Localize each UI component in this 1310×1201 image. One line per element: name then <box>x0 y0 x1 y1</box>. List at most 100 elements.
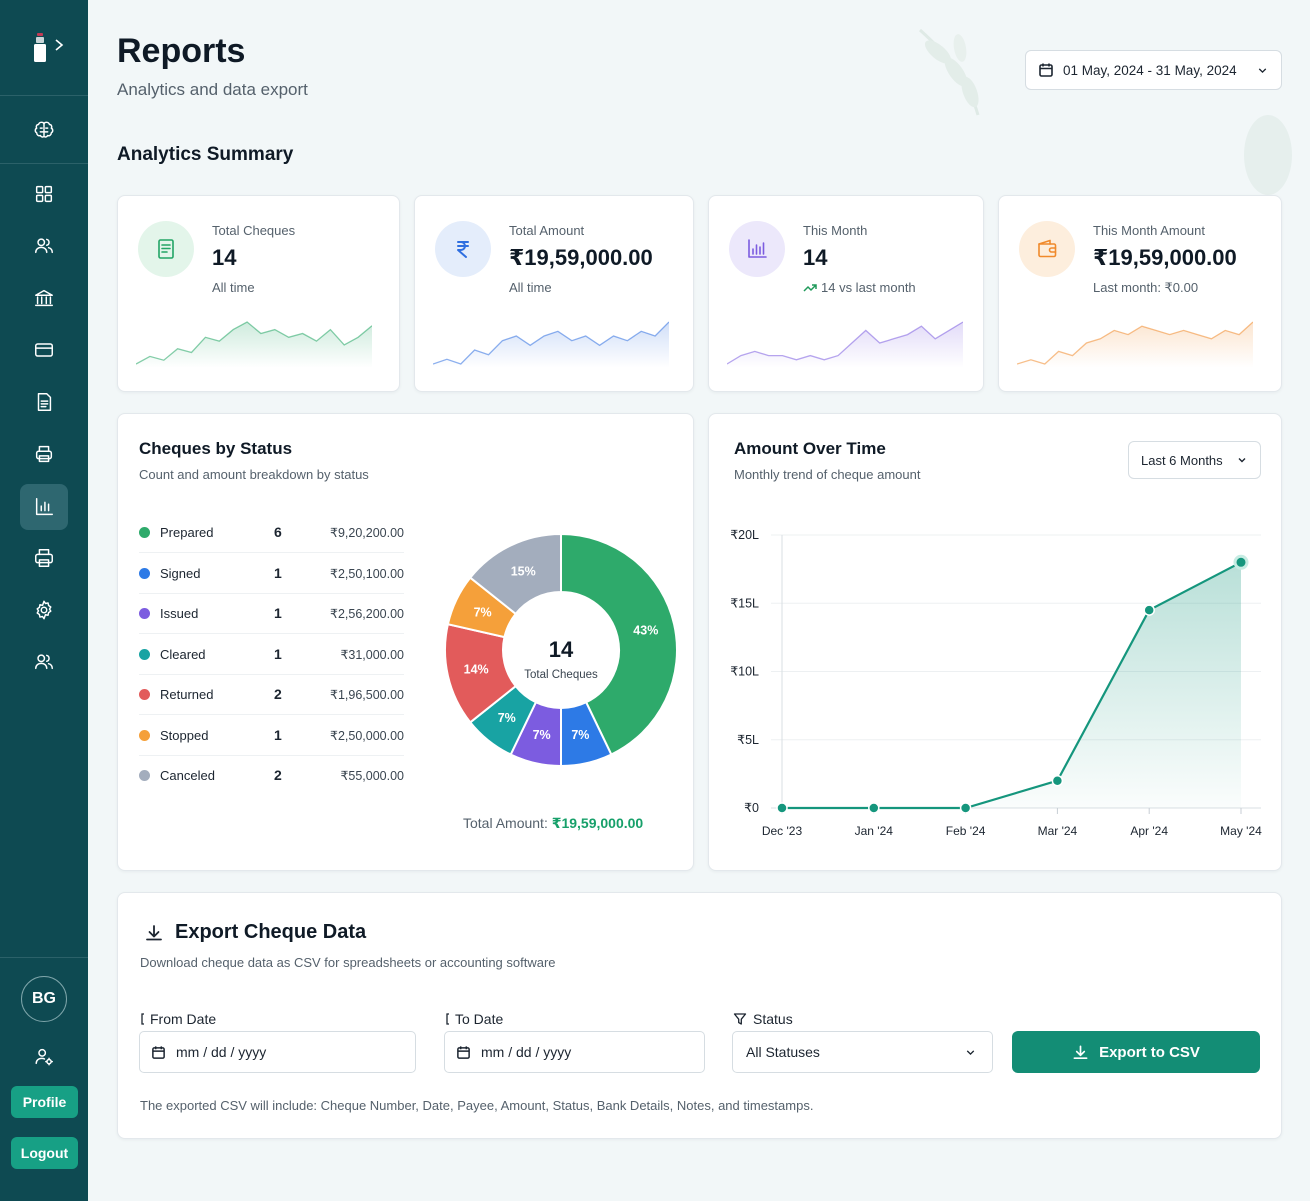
donut-center-value: 14 <box>549 637 574 662</box>
amount-area <box>782 562 1241 808</box>
leaf-decoration <box>1244 115 1292 195</box>
status-row-stopped: Stopped 1 ₹2,50,000.00 <box>139 716 404 756</box>
date-range-picker[interactable]: 01 May, 2024 - 31 May, 2024 <box>1025 50 1282 90</box>
export-heading: Export Cheque Data <box>144 921 366 944</box>
donut-slice-label: 43% <box>633 624 658 638</box>
sparkline-area <box>433 322 669 368</box>
status-name: Prepared <box>160 525 214 540</box>
download-icon <box>1073 1045 1088 1059</box>
status-amount: ₹2,50,100.00 <box>330 567 404 581</box>
status-name: Signed <box>160 566 201 581</box>
status-dot <box>139 568 150 579</box>
status-name: Issued <box>160 606 199 621</box>
sidebar-item-dashboard[interactable] <box>20 171 68 217</box>
status-name: Returned <box>160 687 214 702</box>
y-tick-label: ₹10L <box>730 665 759 679</box>
sidebar-item-print-queue[interactable] <box>20 431 68 477</box>
from-date-input[interactable]: mm / dd / yyyy <box>139 1031 416 1073</box>
sidebar-item-team[interactable] <box>20 639 68 685</box>
stat-card-total-cheques: Total Cheques 14 All time <box>117 195 400 392</box>
x-tick-label: Apr '24 <box>1130 824 1168 838</box>
user-gear-icon <box>35 1048 53 1066</box>
amount-over-time-panel: Amount Over Time Monthly trend of cheque… <box>708 413 1282 871</box>
bank-icon <box>35 289 53 307</box>
to-date-placeholder: mm / dd / yyyy <box>481 1044 572 1060</box>
status-row-cleared: Cleared 1 ₹31,000.00 <box>139 635 404 675</box>
sidebar-divider <box>0 957 88 958</box>
to-date-input[interactable]: mm / dd / yyyy <box>444 1031 705 1073</box>
sidebar-item-payees[interactable] <box>20 223 68 269</box>
sidebar-item-printers[interactable] <box>20 535 68 581</box>
expand-chevron-icon[interactable] <box>53 38 65 52</box>
sidebar-item-banks[interactable] <box>20 275 68 321</box>
logout-button[interactable]: Logout <box>11 1137 78 1169</box>
main-content: Reports Analytics and data export 01 May… <box>88 0 1310 1201</box>
date-range-value: 01 May, 2024 - 31 May, 2024 <box>1063 62 1237 78</box>
status-dot <box>139 689 150 700</box>
analytics-summary-title: Analytics Summary <box>117 144 294 165</box>
data-point-3 <box>959 802 972 814</box>
sidebar-item-reports[interactable] <box>20 484 68 530</box>
range-select[interactable]: Last 6 Months <box>1128 441 1261 479</box>
donut-slice-label: 14% <box>464 662 489 676</box>
stat-icon-badge <box>138 221 194 277</box>
sidebar-item-overview[interactable] <box>20 107 68 153</box>
donut-slice-label: 15% <box>511 565 536 579</box>
status-name: Cleared <box>160 647 206 662</box>
card-icon <box>35 343 53 357</box>
sidebar-item-settings[interactable] <box>20 587 68 633</box>
data-point-5 <box>1143 604 1155 616</box>
filter-icon <box>733 1013 747 1025</box>
status-row-canceled: Canceled 2 ₹55,000.00 <box>139 756 404 796</box>
sparkline <box>433 321 669 368</box>
page-subtitle: Analytics and data export <box>117 80 308 99</box>
donut-slice-label: 7% <box>474 605 492 619</box>
users-icon <box>35 654 53 670</box>
total-amount-label: Total Amount: <box>463 815 548 831</box>
from-date-label-text: From Date <box>150 1011 217 1027</box>
panel-subtitle: Monthly trend of cheque amount <box>734 467 921 482</box>
status-dot <box>139 730 150 741</box>
status-dot <box>139 608 150 619</box>
trend-up-icon <box>803 283 817 292</box>
sparkline-line <box>727 321 963 365</box>
stat-card-total-amount: Total Amount ₹19,59,000.00 All time <box>414 195 694 392</box>
sidebar-item-accounts[interactable] <box>20 327 68 373</box>
status-list: Prepared 6 ₹9,20,200.00 Signed 1 ₹2,50,100.0… <box>118 513 418 803</box>
export-csv-button[interactable]: Export to CSV <box>1012 1031 1260 1073</box>
status-count: 1 <box>274 646 282 662</box>
status-donut-chart: 43% 7% 7% 7% 14% 7% 15% 14 Total Cheques <box>444 532 678 768</box>
download-icon <box>146 924 162 940</box>
stat-value: ₹19,59,000.00 <box>509 245 653 270</box>
stat-card-this-month-amount: This Month Amount ₹19,59,000.00 Last mon… <box>998 195 1282 392</box>
status-dot <box>139 770 150 781</box>
calendar-icon <box>446 1013 449 1025</box>
sidebar-item-cheques[interactable] <box>20 379 68 425</box>
status-select[interactable]: All Statuses <box>732 1031 993 1073</box>
stat-card-this-month: This Month 14 14 vs last month <box>708 195 984 392</box>
sidebar-item-user-settings[interactable] <box>20 1034 68 1080</box>
sparkline-line <box>433 321 669 365</box>
stat-value: ₹19,59,000.00 <box>1093 245 1237 270</box>
export-csv-label: Export to CSV <box>1099 1043 1200 1061</box>
status-amount: ₹1,96,500.00 <box>330 688 404 702</box>
y-tick-label: ₹15L <box>730 596 759 610</box>
sparkline-area <box>136 322 372 368</box>
logo-area <box>0 0 88 96</box>
stat-label: This Month <box>803 223 868 238</box>
data-point-6 <box>1233 554 1249 570</box>
chevron-down-icon <box>1238 458 1246 463</box>
avatar[interactable]: BG <box>21 976 67 1022</box>
calendar-icon <box>152 1045 165 1059</box>
panel-title: Cheques by Status <box>139 439 293 458</box>
gear-icon <box>36 600 52 620</box>
brain-icon <box>34 121 54 138</box>
status-name: Stopped <box>160 728 209 743</box>
profile-button[interactable]: Profile <box>11 1086 78 1118</box>
x-tick-label: Dec '23 <box>762 824 803 838</box>
sidebar: BG Profile Logout <box>0 0 88 1201</box>
cheques-by-status-panel: Cheques by Status Count and amount break… <box>117 413 694 871</box>
avatar-initials: BG <box>32 990 56 1007</box>
to-date-label: To Date <box>445 1011 503 1027</box>
printer-icon <box>35 445 53 463</box>
